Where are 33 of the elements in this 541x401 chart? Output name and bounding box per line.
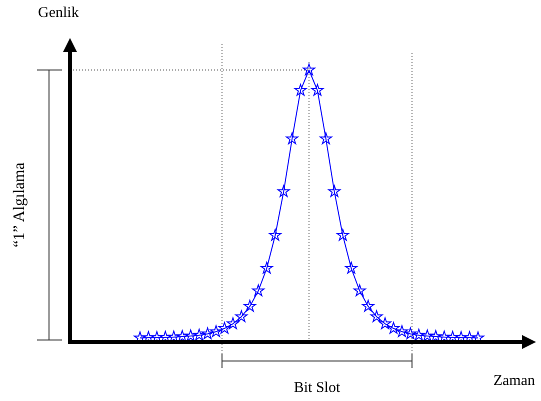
point: [277, 185, 290, 197]
point: [421, 330, 434, 342]
point: [235, 310, 248, 322]
point: [320, 132, 332, 144]
point: [302, 64, 316, 76]
point: [328, 185, 341, 197]
x-axis-title: Zaman: [493, 373, 536, 389]
point: [192, 328, 206, 341]
point: [218, 322, 231, 334]
point: [370, 310, 383, 322]
point: [252, 284, 264, 296]
point: [244, 300, 256, 312]
point: [362, 300, 374, 312]
point: [387, 322, 400, 334]
point: [294, 84, 307, 96]
point: [336, 228, 349, 241]
point: [210, 325, 222, 337]
point: [378, 317, 392, 330]
point: [412, 328, 426, 341]
point: [226, 317, 240, 330]
point: [311, 84, 324, 96]
point: [404, 327, 417, 340]
point: [396, 325, 408, 337]
point: [345, 262, 358, 274]
y-axis-title: Genlik: [38, 5, 80, 21]
point: [354, 284, 366, 296]
text: “1” Algılama: [11, 162, 28, 248]
point: [184, 330, 197, 342]
point: [269, 228, 282, 241]
point: [286, 132, 298, 144]
text: Bit Slot: [294, 380, 341, 396]
point: [201, 327, 214, 340]
point: [260, 262, 273, 274]
